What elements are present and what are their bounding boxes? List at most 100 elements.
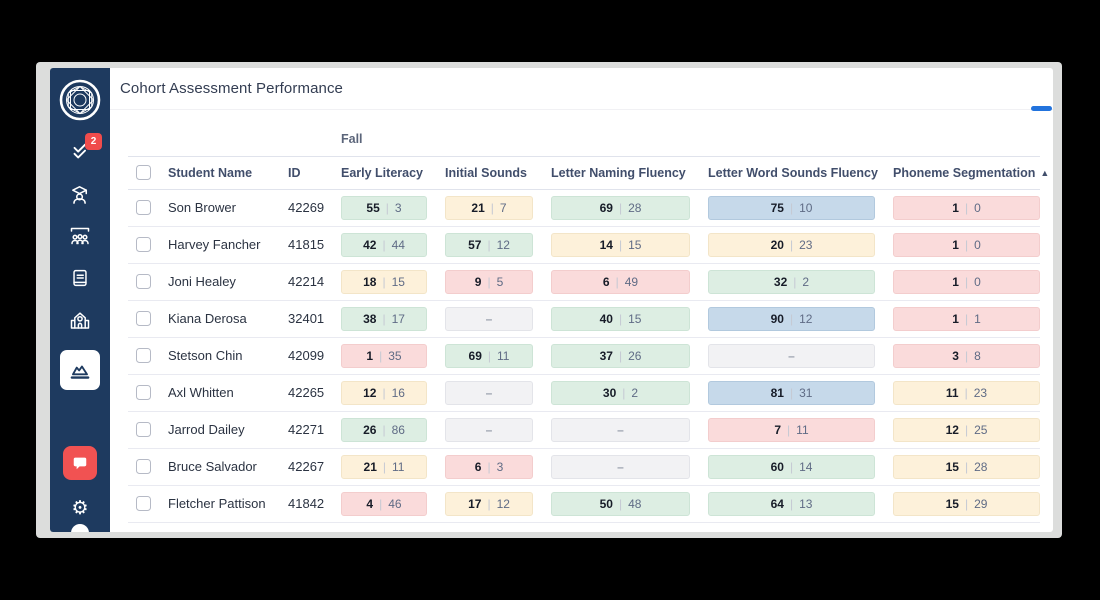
score-value-secondary: 29 — [974, 496, 988, 511]
student-id: 42214 — [288, 263, 341, 301]
row-checkbox[interactable] — [136, 274, 151, 289]
horizontal-scrollbar-thumb[interactable] — [1031, 106, 1052, 111]
row-checkbox-cell — [128, 263, 168, 301]
score-value-secondary: 2 — [802, 274, 810, 289]
score-cell: 75 | 10 — [708, 189, 893, 227]
sidebar-item-curriculum[interactable] — [68, 266, 92, 290]
sidebar-item-analytics[interactable] — [60, 350, 100, 390]
gear-icon[interactable]: ⚙ — [71, 497, 89, 519]
row-checkbox-cell — [128, 448, 168, 486]
season-label: Fall — [341, 131, 363, 146]
row-checkbox[interactable] — [136, 200, 151, 215]
score-pill: 7 | 11 — [708, 417, 875, 442]
score-pill: 12 | 25 — [893, 417, 1040, 442]
book-icon — [73, 269, 87, 287]
score-value-primary: 81 — [770, 385, 784, 400]
col-phoneme-segmentation[interactable]: Phoneme Segmentation ▲ — [893, 155, 1049, 190]
score-pill: 64 | 13 — [708, 491, 875, 516]
sidebar-item-groups[interactable] — [68, 224, 92, 248]
score-divider: | — [487, 348, 491, 363]
score-value-primary: 20 — [770, 237, 784, 252]
group-icon — [70, 227, 90, 245]
score-value-primary: 14 — [599, 237, 613, 252]
score-pill: 12 | 16 — [341, 380, 427, 405]
score-pill: 32 | 2 — [708, 269, 875, 294]
select-all-checkbox[interactable] — [136, 165, 151, 180]
sidebar-item-students[interactable] — [68, 182, 92, 206]
score-divider: | — [382, 422, 386, 437]
score-pill: 40 | 15 — [551, 306, 690, 331]
score-cell: – — [445, 300, 551, 338]
score-cell: 38 | 17 — [341, 300, 445, 338]
student-name: Jarrod Dailey — [168, 411, 288, 449]
row-checkbox[interactable] — [136, 237, 151, 252]
score-pill: 81 | 31 — [708, 380, 875, 405]
score-pill: 90 | 12 — [708, 306, 875, 331]
chat-button[interactable] — [63, 446, 97, 480]
graduate-icon — [71, 185, 87, 204]
score-divider: | — [382, 274, 386, 289]
score-value-primary: 6 — [474, 459, 482, 474]
student-id: 42099 — [288, 337, 341, 375]
score-value-secondary: 11 — [497, 348, 510, 363]
score-value-secondary: 17 — [391, 311, 405, 326]
score-divider: | — [622, 385, 626, 400]
score-divider: | — [789, 237, 794, 252]
score-pill: 1 | 35 — [341, 343, 427, 368]
score-divider: | — [618, 496, 623, 511]
row-checkbox[interactable] — [136, 348, 151, 363]
score-cell: 6 | 3 — [445, 448, 551, 486]
score-value-primary: 30 — [602, 385, 617, 400]
sort-asc-icon[interactable]: ▲ — [1040, 167, 1050, 178]
score-value-secondary: 11 — [796, 422, 809, 437]
score-divider: | — [789, 200, 794, 215]
col-early-literacy[interactable]: Early Literacy — [341, 155, 445, 190]
score-cell: 9 | 5 — [445, 263, 551, 301]
score-pill: 11 | 23 — [893, 380, 1040, 405]
score-value-primary: 11 — [945, 385, 959, 400]
help-dot[interactable] — [71, 524, 89, 532]
score-cell: 50 | 48 — [551, 485, 708, 523]
sidebar: 2 — [50, 68, 110, 532]
row-checkbox[interactable] — [136, 496, 151, 511]
score-empty-dash: – — [485, 311, 493, 326]
row-checkbox[interactable] — [136, 459, 151, 474]
row-checkbox[interactable] — [136, 385, 151, 400]
score-value-primary: 57 — [468, 237, 482, 252]
row-checkbox[interactable] — [136, 422, 151, 437]
col-letter-word-sounds-fluency[interactable]: Letter Word Sounds Fluency — [708, 155, 893, 190]
sidebar-item-school[interactable] — [68, 308, 92, 332]
col-letter-naming-fluency[interactable]: Letter Naming Fluency — [551, 155, 708, 190]
score-pill: – — [445, 417, 533, 442]
score-divider: | — [618, 311, 623, 326]
score-value-primary: 26 — [363, 422, 377, 437]
score-pill: 21 | 11 — [341, 454, 427, 479]
score-divider: | — [487, 274, 491, 289]
score-value-primary: 12 — [945, 422, 959, 437]
score-value-primary: 17 — [468, 496, 482, 511]
col-student-name[interactable]: Student Name — [168, 155, 288, 190]
score-pill: 14 | 15 — [551, 232, 690, 257]
score-value-primary: 3 — [952, 348, 959, 363]
main-content: Cohort Assessment Performance Fall — [110, 68, 1053, 532]
row-checkbox[interactable] — [136, 311, 151, 326]
score-cell: 15 | 28 — [893, 448, 1040, 486]
app-logo-icon — [59, 79, 101, 121]
score-divider: | — [789, 496, 794, 511]
score-cell: 37 | 26 — [551, 337, 708, 375]
student-name: Kiana Derosa — [168, 300, 288, 338]
score-cell: 21 | 7 — [445, 189, 551, 227]
score-pill: 15 | 28 — [893, 454, 1040, 479]
score-pill: 1 | 0 — [893, 195, 1040, 220]
school-icon — [70, 312, 90, 329]
score-value-secondary: 0 — [974, 200, 981, 215]
score-divider: | — [618, 200, 623, 215]
score-pill: 9 | 5 — [445, 269, 533, 294]
score-pill: 38 | 17 — [341, 306, 427, 331]
col-id[interactable]: ID — [288, 155, 341, 190]
score-cell: 14 | 15 — [551, 226, 708, 264]
sidebar-item-tasks[interactable]: 2 — [68, 133, 102, 164]
col-initial-sounds[interactable]: Initial Sounds — [445, 155, 551, 190]
score-divider: | — [964, 422, 969, 437]
score-value-secondary: 46 — [388, 496, 402, 511]
